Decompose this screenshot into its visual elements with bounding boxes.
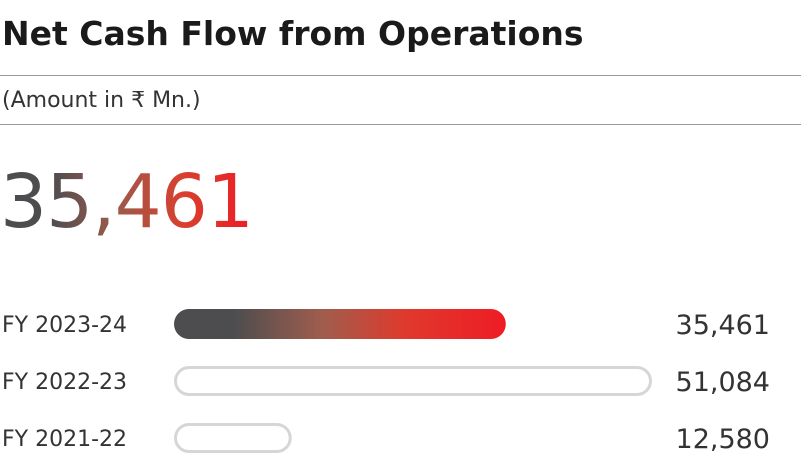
value-label: 35,461 [676, 310, 770, 341]
bar [174, 423, 292, 453]
subtitle-divider [0, 124, 801, 125]
value-label: 51,084 [676, 367, 770, 398]
bars-layer: FY 2023-24 35,461 FY 2022-23 51,084 FY 2021-… [2, 309, 770, 455]
unit-subtitle: (Amount in ₹ Mn.) [2, 88, 201, 113]
category-label: FY 2022-23 [2, 370, 127, 395]
bar [174, 309, 506, 339]
category-label: FY 2021-22 [2, 427, 127, 452]
headline-value: 35,461 [0, 159, 254, 245]
value-label: 12,580 [676, 424, 770, 455]
bar [174, 366, 652, 396]
bar-chart: FY 2023-24 35,461 FY 2022-23 51,084 FY 2021-… [2, 309, 770, 455]
chart-title: Net Cash Flow from Operations [2, 14, 584, 53]
category-label: FY 2023-24 [2, 313, 127, 338]
title-divider [0, 75, 801, 76]
